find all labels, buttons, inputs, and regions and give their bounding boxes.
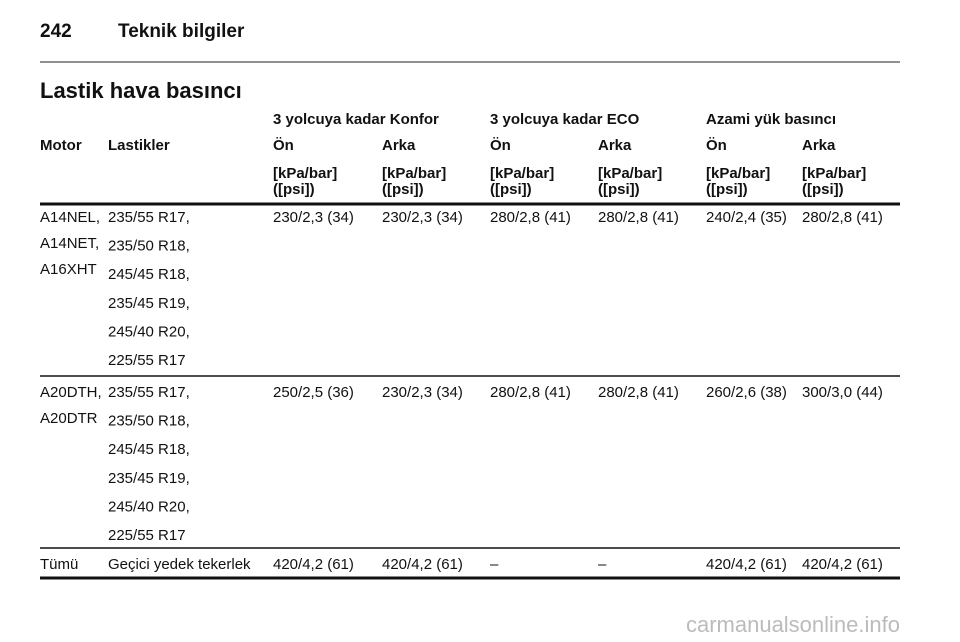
page-header: Teknik bilgiler — [118, 21, 245, 42]
pressure-cell: 260/2,6 (38) — [706, 384, 787, 401]
column-header: Ön — [273, 137, 294, 154]
tyre-cell: 235/55 R17, — [108, 384, 190, 401]
tyre-cell: 235/50 R18, — [108, 238, 190, 255]
tyre-cell: 235/45 R19, — [108, 470, 190, 487]
tyre-cell: 235/45 R19, — [108, 295, 190, 312]
pressure-cell: 420/4,2 (61) — [802, 556, 883, 573]
unit-header: [kPa/bar] — [490, 165, 554, 182]
pressure-cell: 420/4,2 (61) — [706, 556, 787, 573]
tyre-cell: 225/55 R17 — [108, 527, 186, 544]
unit-header: [kPa/bar] — [598, 165, 662, 182]
pressure-cell: 280/2,8 (41) — [490, 209, 571, 226]
pressure-cell: 420/4,2 (61) — [382, 556, 463, 573]
column-header: Arka — [382, 137, 416, 154]
unit-header: ([psi]) — [490, 181, 532, 198]
column-header: Ön — [706, 137, 727, 154]
tyre-cell: 245/40 R20, — [108, 323, 190, 340]
column-header: Ön — [490, 137, 511, 154]
unit-header: ([psi]) — [382, 181, 424, 198]
column-header: Arka — [802, 137, 836, 154]
tyre-cell: 245/45 R18, — [108, 266, 190, 283]
pressure-cell: 250/2,5 (36) — [273, 384, 354, 401]
group-header: 3 yolcuya kadar ECO — [490, 111, 640, 128]
pressure-cell: 280/2,8 (41) — [802, 209, 883, 226]
watermark: carmanualsonline.info — [686, 612, 900, 637]
pressure-cell: – — [598, 556, 607, 573]
pressure-cell: 280/2,8 (41) — [490, 384, 571, 401]
tyre-cell: 235/55 R17, — [108, 209, 190, 226]
pressure-cell: 240/2,4 (35) — [706, 209, 787, 226]
tyre-cell: 245/45 R18, — [108, 441, 190, 458]
page-number: 242 — [40, 21, 72, 42]
unit-header: [kPa/bar] — [802, 165, 866, 182]
pressure-cell: 300/3,0 (44) — [802, 384, 883, 401]
pressure-cell: 230/2,3 (34) — [273, 209, 354, 226]
pressure-cell: 230/2,3 (34) — [382, 384, 463, 401]
unit-header: ([psi]) — [598, 181, 640, 198]
motor-cell: A14NET, — [40, 235, 99, 252]
group-header: Azami yük basıncı — [706, 111, 836, 128]
tyre-cell: Geçici yedek tekerlek — [108, 556, 251, 573]
section-title: Lastik hava basıncı — [40, 78, 242, 103]
pressure-cell: – — [490, 556, 499, 573]
unit-header: ([psi]) — [706, 181, 748, 198]
pressure-cell: 420/4,2 (61) — [273, 556, 354, 573]
motor-cell: A14NEL, — [40, 209, 100, 226]
unit-header: [kPa/bar] — [382, 165, 446, 182]
column-header: Arka — [598, 137, 632, 154]
column-header: Motor — [40, 137, 82, 154]
unit-header: [kPa/bar] — [273, 165, 337, 182]
pressure-cell: 280/2,8 (41) — [598, 209, 679, 226]
unit-header: ([psi]) — [273, 181, 315, 198]
tyre-cell: 225/55 R17 — [108, 352, 186, 369]
unit-header: ([psi]) — [802, 181, 844, 198]
tyre-cell: 245/40 R20, — [108, 498, 190, 515]
motor-cell: A16XHT — [40, 261, 97, 278]
tyre-cell: 235/50 R18, — [108, 413, 190, 430]
unit-header: [kPa/bar] — [706, 165, 770, 182]
motor-cell: Tümü — [40, 556, 78, 573]
group-header: 3 yolcuya kadar Konfor — [273, 111, 439, 128]
motor-cell: A20DTH, — [40, 384, 102, 401]
motor-cell: A20DTR — [40, 410, 98, 427]
pressure-cell: 230/2,3 (34) — [382, 209, 463, 226]
pressure-cell: 280/2,8 (41) — [598, 384, 679, 401]
column-header: Lastikler — [108, 137, 170, 154]
